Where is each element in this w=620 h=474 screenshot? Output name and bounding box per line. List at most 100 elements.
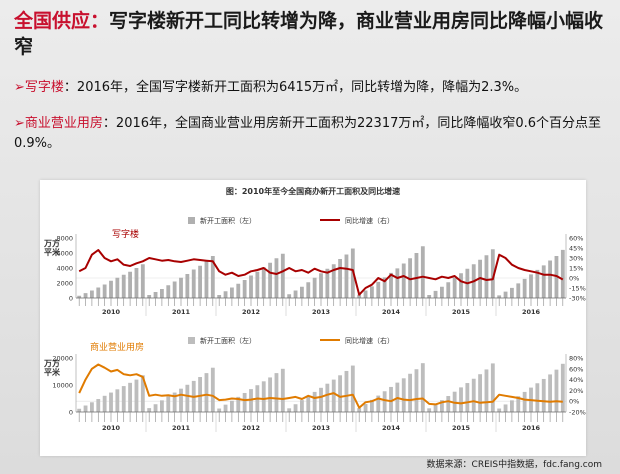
bar [90, 290, 94, 298]
bar [414, 253, 419, 298]
bar [172, 281, 177, 298]
bar [204, 373, 209, 412]
bar [153, 404, 158, 412]
right-tick-label: 40% [569, 376, 583, 384]
bar [210, 367, 215, 412]
bar [293, 404, 298, 412]
bar [242, 392, 247, 412]
bar [363, 404, 368, 412]
year-label: 2015 [452, 308, 471, 316]
bar [287, 408, 292, 412]
chart-svg: 新开工面积（左） 同比增速（右）8000600040002000060%45%30… [43, 216, 586, 432]
bullet-text: ：2016年，全国商业营业用房新开工面积为22317万㎡，同比降幅收窄0.6个百… [14, 116, 602, 151]
bar [217, 408, 222, 412]
bar [191, 269, 196, 298]
bar [242, 280, 247, 298]
bar [459, 273, 463, 298]
bar [516, 283, 521, 299]
bar [389, 272, 393, 299]
bar [223, 404, 228, 412]
y-unit-char: 米 [51, 367, 61, 377]
bar [147, 295, 152, 298]
bar [497, 408, 502, 412]
bar [344, 254, 349, 298]
y-unit-char: 万 [43, 239, 52, 248]
bar [541, 265, 546, 299]
right-tick-label: 45% [569, 245, 583, 253]
bar [484, 255, 489, 298]
data-source: 数据来源：CREIS中指数据，fdc.fang.com [426, 460, 602, 470]
bar [433, 290, 438, 299]
slide-title: 全国供应：写字楼新开工同比转增为降，商业营业用房同比降幅小幅收窄 [14, 8, 606, 60]
bar [560, 363, 565, 412]
bar [147, 408, 152, 412]
year-label: 2011 [172, 424, 191, 432]
right-tick-label: 80% [569, 355, 583, 363]
bar [223, 291, 228, 298]
left-tick-label: 8000 [56, 235, 73, 243]
bar [325, 383, 330, 412]
bar [102, 284, 107, 298]
bar [414, 369, 419, 412]
year-label: 2014 [382, 308, 401, 316]
bar [217, 295, 222, 298]
year-label: 2013 [312, 308, 330, 316]
chart-title: 图：2010年至今全国商办新开工面积及同比增速 [225, 187, 401, 196]
legend-swatch-bars [188, 337, 195, 344]
bar [185, 274, 190, 298]
bar [522, 278, 527, 299]
bar [338, 259, 342, 298]
y-unit-char: 平 [44, 248, 52, 257]
bar [484, 369, 489, 412]
bar [370, 286, 374, 299]
bar [440, 286, 444, 298]
bar [401, 378, 406, 412]
bar [370, 399, 374, 412]
bar [529, 274, 533, 299]
bar [236, 396, 241, 412]
bar [90, 402, 94, 412]
bar [96, 287, 101, 298]
bullet-keyword: 写字楼 [24, 80, 64, 95]
panel-label: 商业营业用房 [90, 341, 144, 353]
legend-swatch-bars [188, 217, 195, 224]
bar [198, 377, 202, 412]
bar [541, 378, 546, 412]
bar [548, 374, 552, 412]
right-tick-label: -30% [569, 295, 586, 303]
bar [274, 373, 279, 412]
right-tick-label: 0% [569, 398, 579, 406]
y-unit-char: 平 [44, 368, 52, 377]
bar [357, 294, 362, 299]
bar [306, 282, 311, 298]
bar [465, 383, 470, 412]
bar [185, 384, 190, 412]
bar [471, 378, 476, 412]
bar [128, 271, 132, 298]
bar [497, 295, 502, 299]
bullet-marker: ➢ [14, 116, 25, 131]
bar [490, 249, 495, 298]
bar [160, 400, 164, 412]
bar [420, 363, 425, 412]
left-tick-label: 10000 [52, 382, 73, 390]
bar [427, 408, 432, 412]
legend-label-bars: 新开工面积（左） [200, 336, 256, 345]
bar [121, 274, 126, 298]
growth-line [78, 249, 564, 296]
bar [210, 256, 215, 298]
y-unit-char: 方 [52, 358, 60, 368]
year-label: 2016 [522, 308, 541, 316]
right-tick-label: -20% [569, 409, 586, 417]
bar [382, 391, 387, 412]
bar [166, 396, 171, 412]
bar [115, 277, 120, 298]
year-label: 2010 [102, 424, 121, 432]
bar [560, 249, 565, 298]
bar [376, 281, 381, 299]
bar [140, 375, 145, 412]
bar [83, 405, 88, 412]
bar [77, 295, 82, 298]
bullet-office: ➢写字楼：2016年，全国写字楼新开工面积为6415万㎡，同比转增为降，降幅为2… [14, 78, 606, 98]
